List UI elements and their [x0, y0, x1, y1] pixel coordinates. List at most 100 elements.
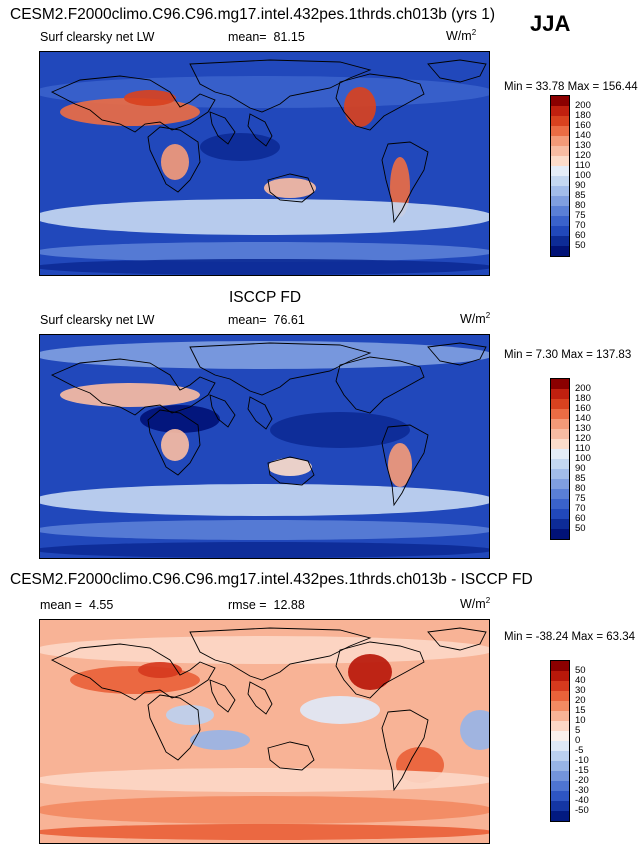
- panel3-rmse: rmse = 12.88: [228, 598, 305, 612]
- field-contour-region: [40, 259, 489, 275]
- colorbar-swatch: [551, 196, 569, 206]
- colorbar-swatch: [551, 409, 569, 419]
- colorbar-swatch: [551, 156, 569, 166]
- colorbar-swatch: [551, 801, 569, 811]
- field-contour-region: [190, 730, 250, 750]
- colorbar-swatch: [551, 429, 569, 439]
- colorbar-tick-label: -50: [575, 805, 589, 816]
- colorbar-tick-label: 160: [575, 120, 591, 131]
- panel3-minmax: Min = -38.24 Max = 63.34: [504, 631, 636, 643]
- field-contour-region: [268, 458, 312, 476]
- coastline: [189, 342, 372, 396]
- coastline: [267, 741, 315, 771]
- field-contour-region: [390, 157, 410, 217]
- colorbar-swatch: [551, 186, 569, 196]
- colorbar-tick-label: 130: [575, 423, 591, 434]
- panel1-variable: Surf clearsky net LW: [40, 30, 155, 44]
- field-contour-region: [40, 520, 489, 540]
- colorbar-swatch: [551, 96, 569, 106]
- colorbar-swatch: [551, 791, 569, 801]
- colorbar-swatch: [551, 529, 569, 539]
- panel3-unit: W/m2: [460, 596, 491, 612]
- panel2-variable: Surf clearsky net LW: [40, 313, 155, 327]
- coastline: [247, 681, 273, 715]
- colorbar-tick-label: 60: [575, 513, 586, 524]
- colorbar-swatch: [551, 449, 569, 459]
- panel1-map: [39, 51, 490, 276]
- colorbar-swatch: [551, 711, 569, 721]
- colorbar-tick-label: 110: [575, 160, 591, 171]
- panel3-colorbar: 50 40 30 20 15 10 5 0 -5 -10 -15 -20 -30 -40 -50: [550, 660, 589, 822]
- colorbar-tick-label: 180: [575, 393, 591, 404]
- panel1-minmax: Min = 33.78 Max = 156.44: [504, 81, 638, 93]
- colorbar-tick-label: 75: [575, 210, 586, 221]
- coastline: [335, 356, 425, 414]
- field-contour-region: [40, 341, 489, 369]
- colorbar-swatch: [551, 146, 569, 156]
- colorbar-tick-label: -10: [575, 755, 589, 766]
- coastline: [209, 394, 236, 428]
- field-contour-region: [140, 405, 220, 433]
- field-contour-region: [40, 636, 489, 664]
- colorbar-swatch: [551, 246, 569, 256]
- colorbar-tick-label: 100: [575, 170, 591, 181]
- colorbar-swatch: [551, 681, 569, 691]
- colorbar-swatch: [551, 781, 569, 791]
- colorbar-tick-label: 140: [575, 130, 591, 141]
- field-contour-region: [40, 824, 489, 840]
- coastline: [427, 342, 487, 366]
- colorbar-tick-label: -20: [575, 775, 589, 786]
- colorbar-swatch: [551, 671, 569, 681]
- coastline: [381, 141, 429, 224]
- colorbar-tick-label: -5: [575, 745, 584, 756]
- colorbar-swatch: [551, 691, 569, 701]
- colorbar-tick-label: 5: [575, 725, 581, 736]
- coastline: [381, 709, 429, 792]
- coastline: [247, 396, 273, 430]
- coastline: [335, 73, 425, 131]
- colorbar-tick-label: 70: [575, 503, 586, 514]
- colorbar-tick-label: 15: [575, 705, 586, 716]
- colorbar-swatch: [551, 509, 569, 519]
- colorbar-tick-label: 160: [575, 403, 591, 414]
- colorbar-tick-label: 200: [575, 100, 591, 111]
- panel2-map: [39, 334, 490, 559]
- colorbar-swatch: [551, 126, 569, 136]
- colorbar-tick-label: 20: [575, 695, 586, 706]
- colorbar-swatch: [551, 166, 569, 176]
- field-contour-region: [264, 178, 316, 198]
- colorbar-tick-label: -15: [575, 765, 589, 776]
- colorbar-tick-label: 140: [575, 413, 591, 424]
- colorbar-swatch: [551, 236, 569, 246]
- colorbar-tick-label: 100: [575, 453, 591, 464]
- panel1-title: CESM2.F2000climo.C96.C96.mg17.intel.432p…: [10, 6, 496, 23]
- field-contour-region: [270, 412, 410, 448]
- field-contour-region: [40, 542, 489, 558]
- colorbar-swatch: [551, 106, 569, 116]
- colorbar-tick-label: 90: [575, 463, 586, 474]
- coastline: [427, 59, 487, 83]
- colorbar-swatch: [551, 176, 569, 186]
- colorbar-tick-label: -40: [575, 795, 589, 806]
- colorbar-swatch: [551, 379, 569, 389]
- coastline: [267, 456, 315, 486]
- colorbar-swatch: [551, 731, 569, 741]
- colorbar-swatch: [551, 459, 569, 469]
- field-contour-region: [166, 705, 214, 725]
- field-contour-region: [161, 429, 189, 461]
- colorbar-swatch: [551, 741, 569, 751]
- colorbar-swatch: [551, 116, 569, 126]
- colorbar-swatch: [551, 721, 569, 731]
- panel3-mean: mean = 4.55: [40, 598, 114, 612]
- colorbar-tick-label: 30: [575, 685, 586, 696]
- field-contour-region: [40, 242, 489, 262]
- colorbar-tick-label: 70: [575, 220, 586, 231]
- coastline: [50, 643, 216, 701]
- field-contour-region: [138, 662, 182, 678]
- field-contour-region: [40, 796, 489, 824]
- colorbar-swatch: [551, 701, 569, 711]
- colorbar-tick-label: 90: [575, 180, 586, 191]
- field-contour-region: [60, 98, 200, 126]
- colorbar-swatch: [551, 489, 569, 499]
- colorbar-tick-label: 180: [575, 110, 591, 121]
